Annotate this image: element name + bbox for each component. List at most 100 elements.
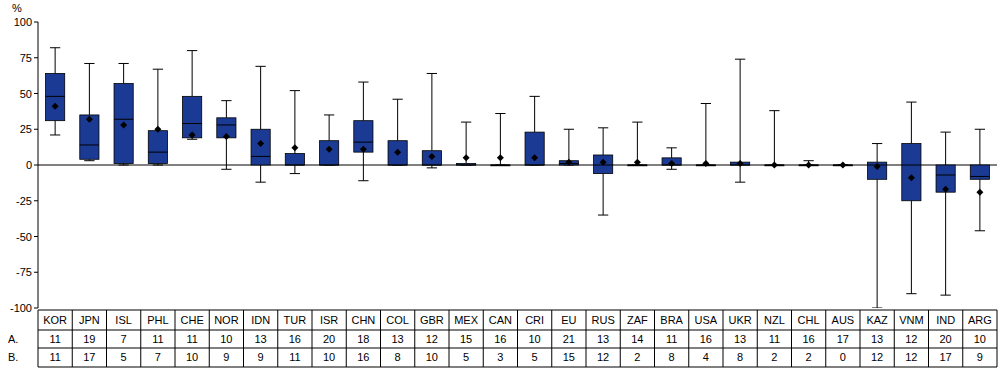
table-cell: 15 — [460, 333, 472, 345]
x-tick-label: PHL — [147, 314, 168, 326]
mean-marker — [326, 146, 333, 153]
table-cell: 20 — [323, 333, 335, 345]
upper-whisker — [294, 91, 295, 154]
table-cell: 9 — [258, 351, 264, 363]
table-divider — [312, 310, 313, 367]
mean-marker — [154, 126, 161, 133]
upper-whisker — [979, 129, 980, 165]
upper-cap — [153, 69, 163, 70]
upper-cap — [50, 47, 60, 48]
lower-cap — [84, 160, 94, 161]
table-cell: 12 — [871, 351, 883, 363]
mean-marker — [120, 121, 127, 128]
lower-cap — [358, 180, 368, 181]
lower-whisker — [226, 138, 227, 169]
table-cell: 11 — [289, 351, 300, 363]
median — [114, 119, 133, 120]
y-tick-label: 25 — [20, 123, 32, 135]
table-cell: 7 — [121, 333, 127, 345]
table-cell: 17 — [837, 333, 849, 345]
table-cell: 4 — [703, 351, 709, 363]
lower-whisker — [55, 121, 56, 135]
table-cell: 20 — [940, 333, 952, 345]
upper-whisker — [226, 101, 227, 118]
table-cell: 8 — [395, 351, 401, 363]
mean-marker — [634, 159, 641, 166]
table-divider — [175, 310, 176, 367]
upper-whisker — [877, 144, 878, 163]
upper-cap — [221, 100, 231, 101]
upper-cap — [701, 103, 711, 104]
x-tick-label: AUS — [832, 314, 855, 326]
lower-whisker — [877, 179, 878, 308]
table-divider — [517, 310, 518, 367]
y-axis-label: % — [12, 2, 22, 14]
x-tick-label: ARG — [968, 314, 992, 326]
upper-cap — [427, 73, 437, 74]
lower-whisker — [740, 165, 741, 182]
upper-cap — [255, 66, 265, 67]
box — [970, 165, 989, 179]
box — [457, 164, 476, 165]
y-tick — [34, 22, 38, 23]
table-cell: 17 — [940, 351, 952, 363]
y-tick-label: -50 — [16, 231, 32, 243]
x-tick-label: ZAF — [627, 314, 648, 326]
table-divider — [586, 310, 587, 367]
table-cell: 11 — [186, 333, 197, 345]
lower-cap — [666, 169, 676, 170]
table-cell: 21 — [563, 333, 575, 345]
upper-whisker — [260, 66, 261, 129]
median — [388, 165, 407, 166]
median — [902, 165, 921, 166]
upper-whisker — [123, 63, 124, 83]
upper-whisker — [671, 148, 672, 158]
table-cell: 10 — [974, 333, 986, 345]
median — [354, 142, 373, 143]
table-divider — [243, 310, 244, 367]
upper-whisker — [774, 111, 775, 165]
box — [388, 141, 407, 165]
table-cell: 12 — [426, 333, 438, 345]
mean-marker — [874, 163, 881, 170]
table-cell: 15 — [563, 351, 575, 363]
upper-whisker — [89, 63, 90, 114]
upper-cap — [118, 63, 128, 64]
table-cell: 16 — [289, 333, 301, 345]
table-divider — [997, 310, 998, 367]
table-divider — [894, 310, 895, 367]
box — [422, 151, 441, 165]
lower-whisker — [945, 192, 946, 295]
mean-marker — [531, 154, 538, 161]
upper-whisker — [740, 59, 741, 162]
upper-cap — [632, 122, 642, 123]
table-cell: 16 — [803, 333, 815, 345]
median — [320, 165, 339, 166]
table-cell: 10 — [426, 351, 438, 363]
table-divider — [380, 310, 381, 367]
upper-whisker — [329, 115, 330, 141]
table-divider — [106, 310, 107, 367]
table-cell: 13 — [255, 333, 267, 345]
lower-cap — [50, 134, 60, 135]
table-cell: 0 — [840, 351, 846, 363]
lower-cap — [872, 308, 882, 309]
x-tick-label: CAN — [489, 314, 512, 326]
box — [148, 131, 167, 164]
upper-whisker — [55, 48, 56, 74]
x-tick-label: NOR — [214, 314, 239, 326]
mean-marker — [86, 116, 93, 123]
box — [594, 155, 613, 174]
table-divider — [72, 310, 73, 367]
table-cell: 16 — [357, 351, 369, 363]
x-tick-label: KOR — [43, 314, 67, 326]
box — [491, 165, 510, 167]
upper-whisker — [157, 69, 158, 130]
upper-cap — [975, 129, 985, 130]
median — [491, 165, 510, 166]
upper-cap — [769, 110, 779, 111]
table-cell: 9 — [223, 351, 229, 363]
mean-marker — [908, 174, 915, 181]
x-tick-label: JPN — [79, 314, 100, 326]
table-divider — [688, 310, 689, 367]
